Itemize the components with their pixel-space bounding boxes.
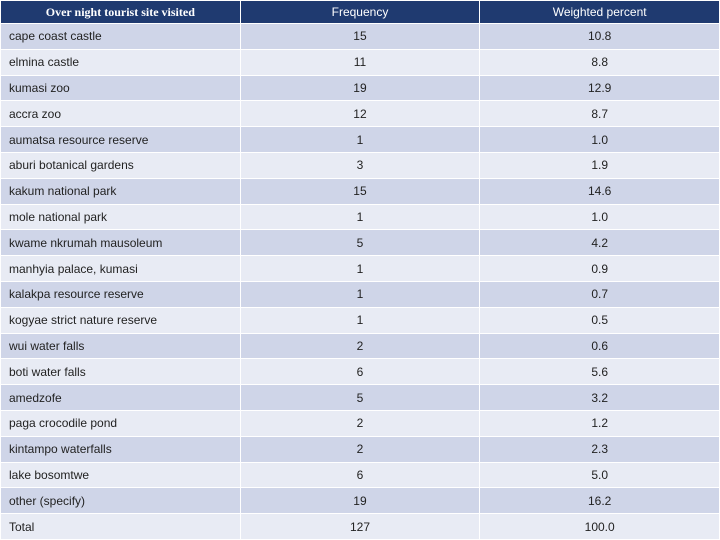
value-cell: 1 <box>239 255 481 282</box>
table-row: amedzofe 5 3.2 <box>0 384 720 411</box>
value-cell: 15 <box>239 177 481 205</box>
value-cell: 1.0 <box>479 203 720 231</box>
table-row: kogyae strict nature reserve 1 0.5 <box>0 306 720 334</box>
value-cell: 1 <box>239 203 481 231</box>
table-row: kalakpa resource reserve 1 0.7 <box>0 280 720 308</box>
table-row: lake bosomtwe 6 5.0 <box>0 461 720 489</box>
site-name: aburi botanical gardens <box>0 151 241 179</box>
table-row: elmina castle 11 8.8 <box>0 48 720 76</box>
value-cell: 5.0 <box>479 461 720 489</box>
value-cell: 10.8 <box>479 23 720 50</box>
site-name: kintampo waterfalls <box>0 435 241 463</box>
value-cell: 19 <box>239 74 481 102</box>
table-row: boti water falls 6 5.6 <box>0 358 720 386</box>
site-name: kalakpa resource reserve <box>0 280 241 308</box>
table-row: mole national park 1 1.0 <box>0 203 720 231</box>
site-name: kakum national park <box>0 177 241 205</box>
value-cell: 6 <box>239 461 481 489</box>
site-name: other (specify) <box>0 487 241 515</box>
value-cell: 100.0 <box>479 513 720 540</box>
value-cell: 5 <box>239 229 481 257</box>
site-name: wui water falls <box>0 332 241 360</box>
table-row: paga crocodile pond 2 1.2 <box>0 409 720 437</box>
site-name: kumasi zoo <box>0 74 241 102</box>
value-cell: 2 <box>239 332 481 360</box>
value-cell: 3 <box>239 151 481 179</box>
value-cell: 14.6 <box>479 177 720 205</box>
value-cell: 5 <box>239 384 481 411</box>
value-cell: 127 <box>239 513 481 540</box>
value-cell: 0.7 <box>479 280 720 308</box>
site-name: kwame nkrumah mausoleum <box>0 229 241 257</box>
value-cell: 1 <box>239 126 481 153</box>
table-row: wui water falls 2 0.6 <box>0 332 720 360</box>
table-row: other (specify) 19 16.2 <box>0 487 720 515</box>
table-row: kintampo waterfalls 2 2.3 <box>0 435 720 463</box>
value-cell: 11 <box>239 48 481 76</box>
header-cell: Over night tourist site visited <box>0 0 241 24</box>
table-row: manhyia palace, kumasi 1 0.9 <box>0 255 720 282</box>
site-name: lake bosomtwe <box>0 461 241 489</box>
value-cell: 12 <box>239 100 481 128</box>
value-cell: 19 <box>239 487 481 515</box>
site-name: manhyia palace, kumasi <box>0 255 241 282</box>
value-cell: 0.6 <box>479 332 720 360</box>
value-cell: 8.7 <box>479 100 720 128</box>
value-cell: 1.9 <box>479 151 720 179</box>
value-cell: 1 <box>239 280 481 308</box>
header-cell: Weighted percent <box>479 0 720 24</box>
table-body: cape coast castle 15 10.8 elmina castle 11 8.… <box>0 23 720 540</box>
table-row: kakum national park 15 14.6 <box>0 177 720 205</box>
value-cell: 3.2 <box>479 384 720 411</box>
header-row: Over night tourist site visited Frequency… <box>0 0 720 24</box>
table-row: Total 127 100.0 <box>0 513 720 540</box>
header-cell: Frequency <box>239 0 481 24</box>
table-row: cape coast castle 15 10.8 <box>0 23 720 50</box>
value-cell: 1.2 <box>479 409 720 437</box>
table-row: kwame nkrumah mausoleum 5 4.2 <box>0 229 720 257</box>
value-cell: 0.5 <box>479 306 720 334</box>
value-cell: 16.2 <box>479 487 720 515</box>
site-name: mole national park <box>0 203 241 231</box>
value-cell: 2.3 <box>479 435 720 463</box>
table-row: aumatsa resource reserve 1 1.0 <box>0 126 720 153</box>
site-name: paga crocodile pond <box>0 409 241 437</box>
site-name: accra zoo <box>0 100 241 128</box>
site-name: Total <box>0 513 241 540</box>
value-cell: 5.6 <box>479 358 720 386</box>
site-name: cape coast castle <box>0 23 241 50</box>
value-cell: 6 <box>239 358 481 386</box>
site-name: amedzofe <box>0 384 241 411</box>
site-name: elmina castle <box>0 48 241 76</box>
site-name: aumatsa resource reserve <box>0 126 241 153</box>
table-row: accra zoo 12 8.7 <box>0 100 720 128</box>
value-cell: 8.8 <box>479 48 720 76</box>
value-cell: 12.9 <box>479 74 720 102</box>
value-cell: 2 <box>239 435 481 463</box>
value-cell: 2 <box>239 409 481 437</box>
site-name: kogyae strict nature reserve <box>0 306 241 334</box>
value-cell: 1 <box>239 306 481 334</box>
table-row: kumasi zoo 19 12.9 <box>0 74 720 102</box>
value-cell: 0.9 <box>479 255 720 282</box>
table-row: aburi botanical gardens 3 1.9 <box>0 151 720 179</box>
site-name: boti water falls <box>0 358 241 386</box>
value-cell: 15 <box>239 23 481 50</box>
value-cell: 1.0 <box>479 126 720 153</box>
value-cell: 4.2 <box>479 229 720 257</box>
